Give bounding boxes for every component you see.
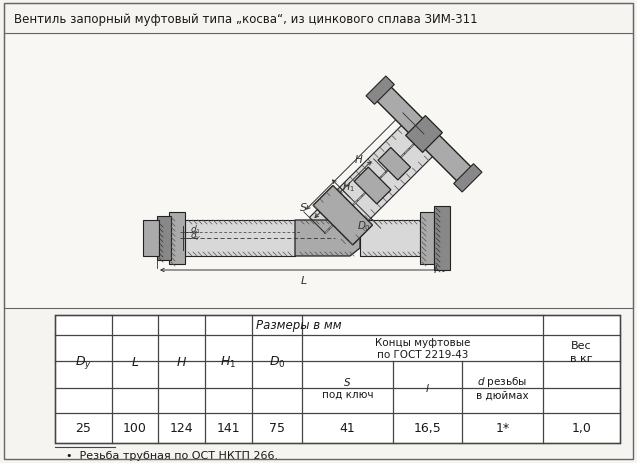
- Text: Размеры в мм: Размеры в мм: [256, 319, 342, 332]
- Polygon shape: [454, 164, 482, 193]
- Bar: [169, 213, 185, 264]
- Bar: [55, 315, 620, 443]
- Text: S: S: [299, 202, 306, 213]
- Text: $D_0$: $D_0$: [269, 354, 285, 369]
- Polygon shape: [406, 116, 442, 153]
- Text: $l$: $l$: [425, 381, 430, 393]
- Text: H: H: [355, 155, 362, 164]
- Polygon shape: [366, 77, 394, 105]
- Text: $H$: $H$: [176, 355, 187, 368]
- Text: 100: 100: [123, 422, 147, 435]
- Text: $H_1$: $H_1$: [220, 354, 236, 369]
- Polygon shape: [375, 85, 473, 184]
- Bar: [185, 220, 295, 257]
- Text: $L$: $L$: [131, 355, 139, 368]
- Polygon shape: [295, 220, 360, 257]
- Text: $D_y$: $D_y$: [75, 353, 92, 370]
- Text: 124: 124: [169, 422, 193, 435]
- Text: 141: 141: [217, 422, 240, 435]
- Text: L: L: [301, 275, 306, 285]
- Text: $S$
под ключ: $S$ под ключ: [322, 375, 373, 399]
- Text: $D_0$: $D_0$: [357, 219, 371, 232]
- Text: $d_1$: $d_1$: [190, 223, 201, 236]
- Polygon shape: [378, 148, 411, 181]
- Bar: [143, 220, 159, 257]
- Text: Вес
в кг: Вес в кг: [570, 341, 593, 363]
- Text: l: l: [433, 264, 436, 275]
- Text: $d_y$: $d_y$: [190, 229, 201, 242]
- Polygon shape: [313, 186, 373, 245]
- Text: 41: 41: [340, 422, 355, 435]
- Bar: [4, 4, 633, 34]
- Bar: [157, 217, 171, 260]
- Text: •  Резьба трубная по ОСТ НКТП 266.: • Резьба трубная по ОСТ НКТП 266.: [59, 450, 278, 460]
- Bar: [420, 213, 434, 264]
- Text: $d$ резьбы
в дюймах: $d$ резьбы в дюймах: [476, 375, 529, 400]
- Text: $H_1$: $H_1$: [343, 180, 355, 194]
- Bar: [4, 34, 633, 308]
- Polygon shape: [310, 119, 440, 249]
- Text: Концы муфтовые
по ГОСТ 2219-43: Концы муфтовые по ГОСТ 2219-43: [375, 337, 470, 359]
- Text: Вентиль запорный муфтовый типа „косва“, из цинкового сплава ЗИМ-311: Вентиль запорный муфтовый типа „косва“, …: [14, 13, 478, 25]
- Text: 25: 25: [76, 422, 92, 435]
- Text: 1*: 1*: [496, 422, 510, 435]
- Polygon shape: [354, 168, 391, 205]
- Text: 16,5: 16,5: [413, 422, 441, 435]
- Bar: [434, 206, 450, 270]
- Bar: [360, 220, 420, 257]
- Text: 75: 75: [269, 422, 285, 435]
- Text: 1,0: 1,0: [571, 422, 591, 435]
